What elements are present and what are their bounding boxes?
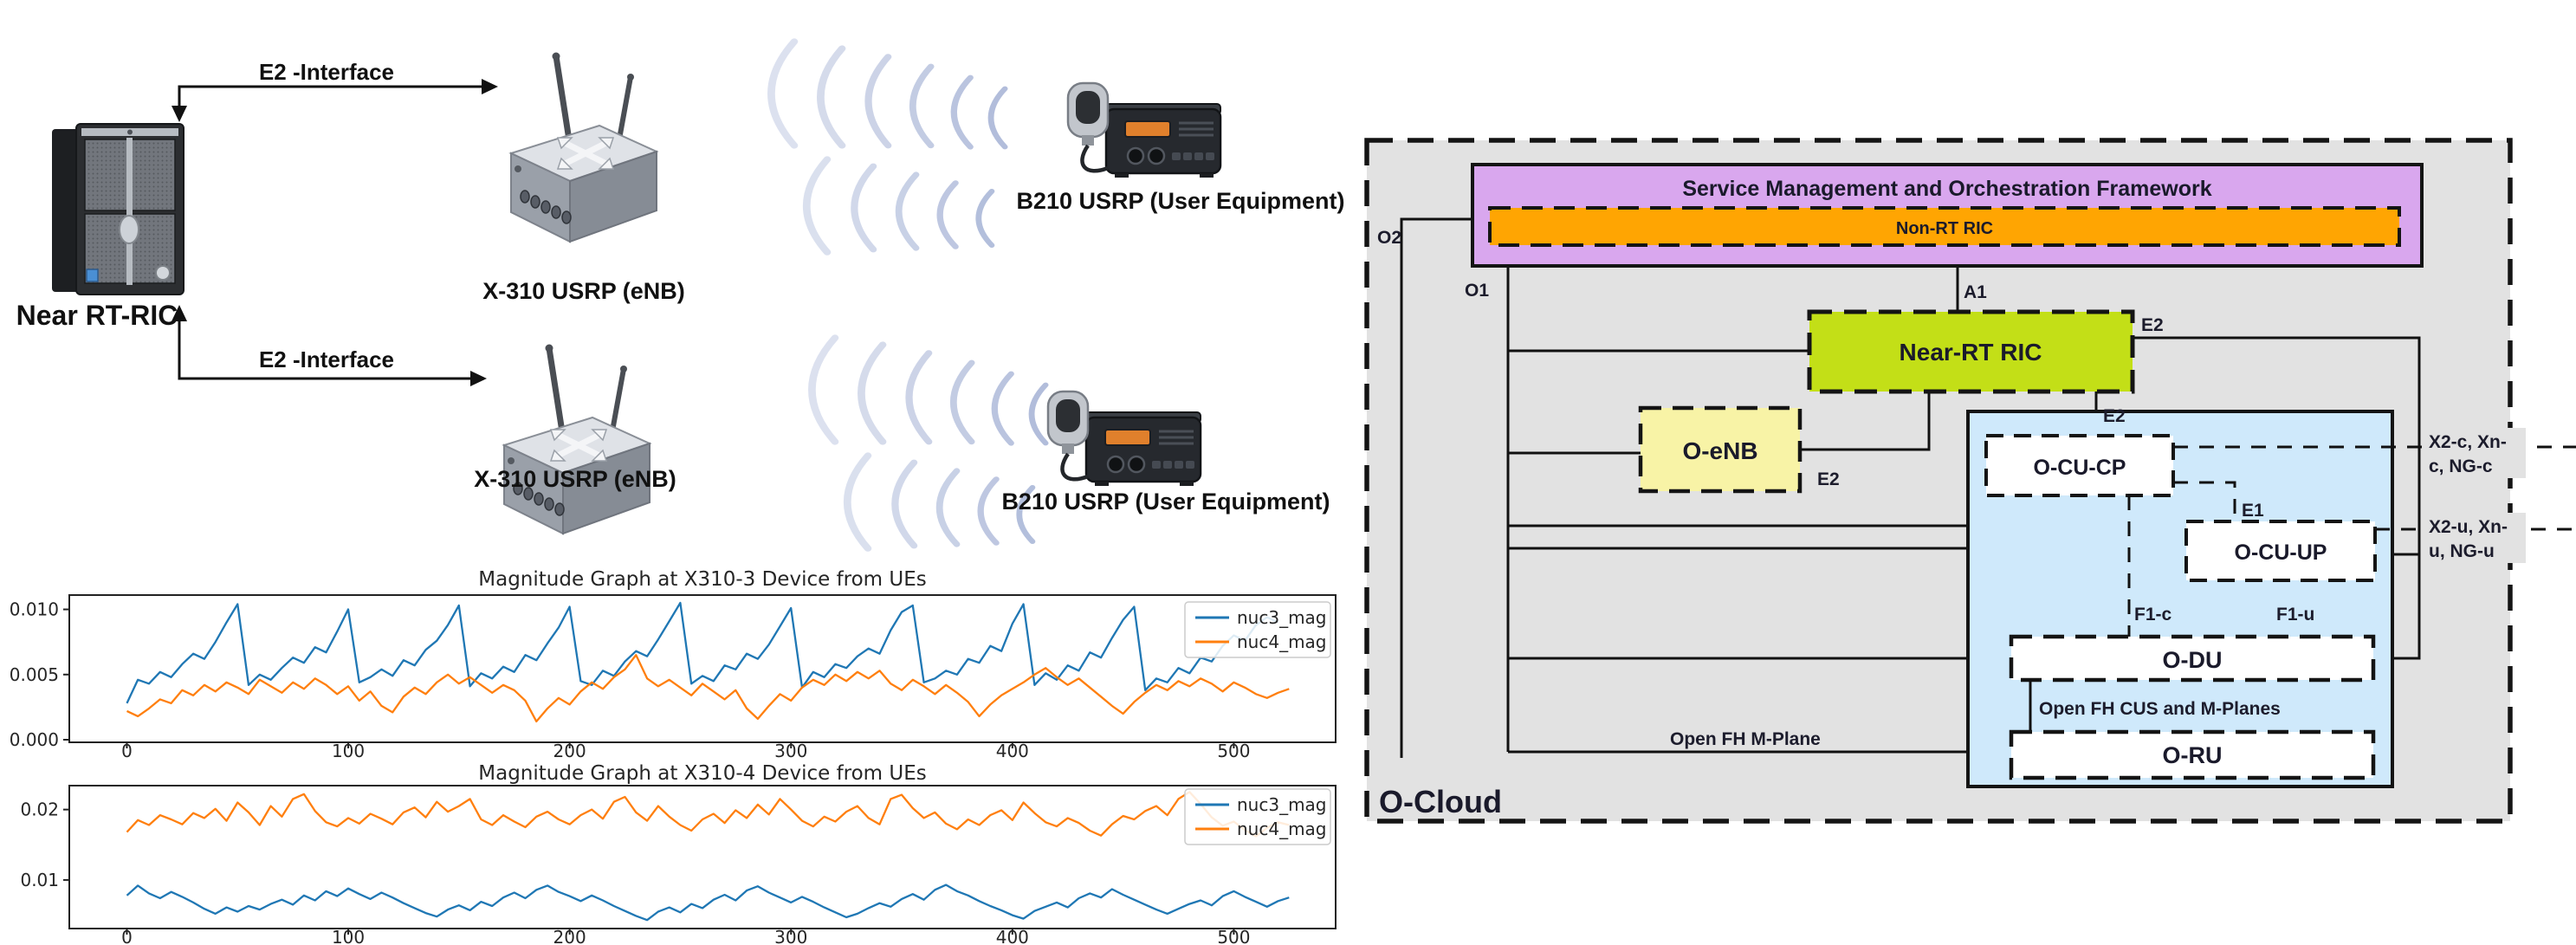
chart2-axis-ticks: 0 100 200 300 400 500 0.01 0.02 <box>20 799 1250 945</box>
y-axis-tick-label: 0.01 <box>20 870 59 890</box>
x-axis-tick-label: 100 <box>332 927 365 945</box>
chart2-series-lines <box>126 791 1290 922</box>
e2-enb-label: E2 <box>1817 469 1840 489</box>
x-axis-tick-label: 500 <box>1217 927 1250 945</box>
x2u-label-line1: X2-u, Xn- <box>2429 517 2508 537</box>
x2u-label-line2: u, NG-u <box>2429 541 2495 561</box>
radio-waves-bottom-icon <box>812 338 1045 548</box>
o-cu-cp-label: O-CU-CP <box>2034 456 2126 480</box>
chart2-title: Magnitude Graph at X310-4 Device from UE… <box>478 762 927 785</box>
o2-label: O2 <box>1377 228 1401 248</box>
chart1-plot-area <box>68 594 1337 743</box>
x310-enb-bottom-label: X-310 USRP (eNB) <box>474 466 676 492</box>
open-fh-cus-label: Open FH CUS and M-Planes <box>2039 699 2281 719</box>
chart1-title: Magnitude Graph at X310-3 Device from UE… <box>478 568 927 591</box>
o-enb-label: O-eNB <box>1682 437 1757 464</box>
series-line-nuc4_mag <box>126 654 1290 723</box>
e2-top-label: E2 <box>2141 315 2164 335</box>
b210-ue-bottom-label: B210 USRP (User Equipment) <box>1001 489 1330 515</box>
y-axis-tick-label: 0.02 <box>20 799 59 820</box>
magnitude-chart-x310-4: Magnitude Graph at X310-4 Device from UE… <box>20 762 1337 945</box>
x310-enb-bottom-icon <box>504 345 650 534</box>
x2c-interface: X2-c, Xn- c, NG-c <box>2173 428 2576 478</box>
series-line-nuc4_mag <box>126 791 1290 838</box>
o-cu-cp-box <box>1984 434 2175 497</box>
near-rt-ric-box <box>1807 309 2135 394</box>
chart1-series-lines <box>126 601 1290 723</box>
o-du-label: O-DU <box>2163 647 2223 673</box>
near-rt-ric-label: Near RT-RIC <box>16 300 178 331</box>
chart2-legend: nuc3_mag nuc4_mag <box>1184 788 1331 845</box>
e1-connector-line <box>2173 481 2236 521</box>
a1-label: A1 <box>1964 282 1987 302</box>
b210-ue-top-label: B210 USRP (User Equipment) <box>1016 188 1344 214</box>
x-axis-tick-label: 200 <box>553 741 586 759</box>
chart1-axis-ticks: 0 100 200 300 400 500 0.000 0.005 0.010 <box>10 599 1251 759</box>
x-axis-tick-label: 0 <box>121 927 133 945</box>
x2c-label-line2: c, NG-c <box>2429 456 2493 476</box>
chart2-plot-area <box>68 785 1337 929</box>
near-rt-ric-label: Near-RT RIC <box>1900 339 2042 366</box>
legend-label-nuc4: nuc4_mag <box>1237 631 1327 652</box>
x-axis-tick-label: 200 <box>553 927 586 945</box>
series-line-nuc3_mag <box>126 884 1290 922</box>
e2-mid-label: E2 <box>2103 406 2126 426</box>
x-axis-tick-label: 500 <box>1217 741 1250 759</box>
b210-ue-top-icon <box>1068 83 1220 178</box>
chart1-legend: nuc3_mag nuc4_mag <box>1184 601 1331 658</box>
testbed-topology-diagram: Near RT-RIC E2 -Interface E2 -Interface … <box>16 0 1345 563</box>
o-cu-up-label: O-CU-UP <box>2235 540 2327 565</box>
x-axis-tick-label: 400 <box>996 927 1029 945</box>
x-axis-tick-label: 400 <box>996 741 1029 759</box>
non-rt-ric-label: Non-RT RIC <box>1896 219 1993 238</box>
open-fh-m-plane-label: Open FH M-Plane <box>1670 729 1821 749</box>
magnitude-chart-x310-3: Magnitude Graph at X310-3 Device from UE… <box>10 568 1337 759</box>
y-axis-tick-label: 0.005 <box>10 664 59 685</box>
oran-architecture-diagram: Service Management and Orchestration Fra… <box>1364 138 2576 824</box>
o-enb-box <box>1638 405 1803 494</box>
o-cloud-label: O-Cloud <box>1379 784 1502 819</box>
y-axis-tick-label: 0.000 <box>10 729 59 750</box>
legend-label-nuc3: nuc3_mag <box>1237 607 1327 628</box>
x2u-interface: X2-u, Xn- u, NG-u <box>2375 513 2576 563</box>
o-du-box <box>2009 634 2376 683</box>
x-axis-tick-label: 100 <box>332 741 365 759</box>
x310-enb-top-icon <box>511 53 657 243</box>
e2-interface-top-line <box>172 79 498 122</box>
legend-label-nuc3: nuc3_mag <box>1237 794 1327 815</box>
non-rt-ric-box <box>1488 206 2401 247</box>
radio-waves-top-icon <box>771 42 1005 252</box>
b210-ue-bottom-icon <box>1048 392 1201 486</box>
f1-u-label: F1-u <box>2276 605 2314 625</box>
o1-label: O1 <box>1465 281 1489 301</box>
x310-enb-top-label: X-310 USRP (eNB) <box>482 278 685 304</box>
e1-label: E1 <box>2242 501 2264 521</box>
smo-title: Service Management and Orchestration Fra… <box>1682 177 2211 201</box>
o-ru-label: O-RU <box>2163 742 2223 768</box>
series-line-nuc3_mag <box>126 601 1278 704</box>
o2-connector-line <box>1400 217 1472 758</box>
e2-interface-top-label: E2 -Interface <box>259 59 394 85</box>
f1-c-label: F1-c <box>2134 605 2172 625</box>
e2-interface-bottom-line <box>172 305 487 386</box>
legend-label-nuc4: nuc4_mag <box>1237 819 1327 839</box>
x-axis-tick-label: 300 <box>774 741 807 759</box>
e2-interface-bottom-label: E2 -Interface <box>259 346 394 372</box>
x-axis-tick-label: 0 <box>121 741 133 759</box>
o-ru-box <box>2009 729 2376 780</box>
near-rt-ric-server-icon <box>52 123 184 295</box>
o-cu-up-box <box>2184 520 2377 582</box>
x-axis-tick-label: 300 <box>774 927 807 945</box>
x2c-label-line1: X2-c, Xn- <box>2429 432 2507 452</box>
y-axis-tick-label: 0.010 <box>10 599 59 620</box>
